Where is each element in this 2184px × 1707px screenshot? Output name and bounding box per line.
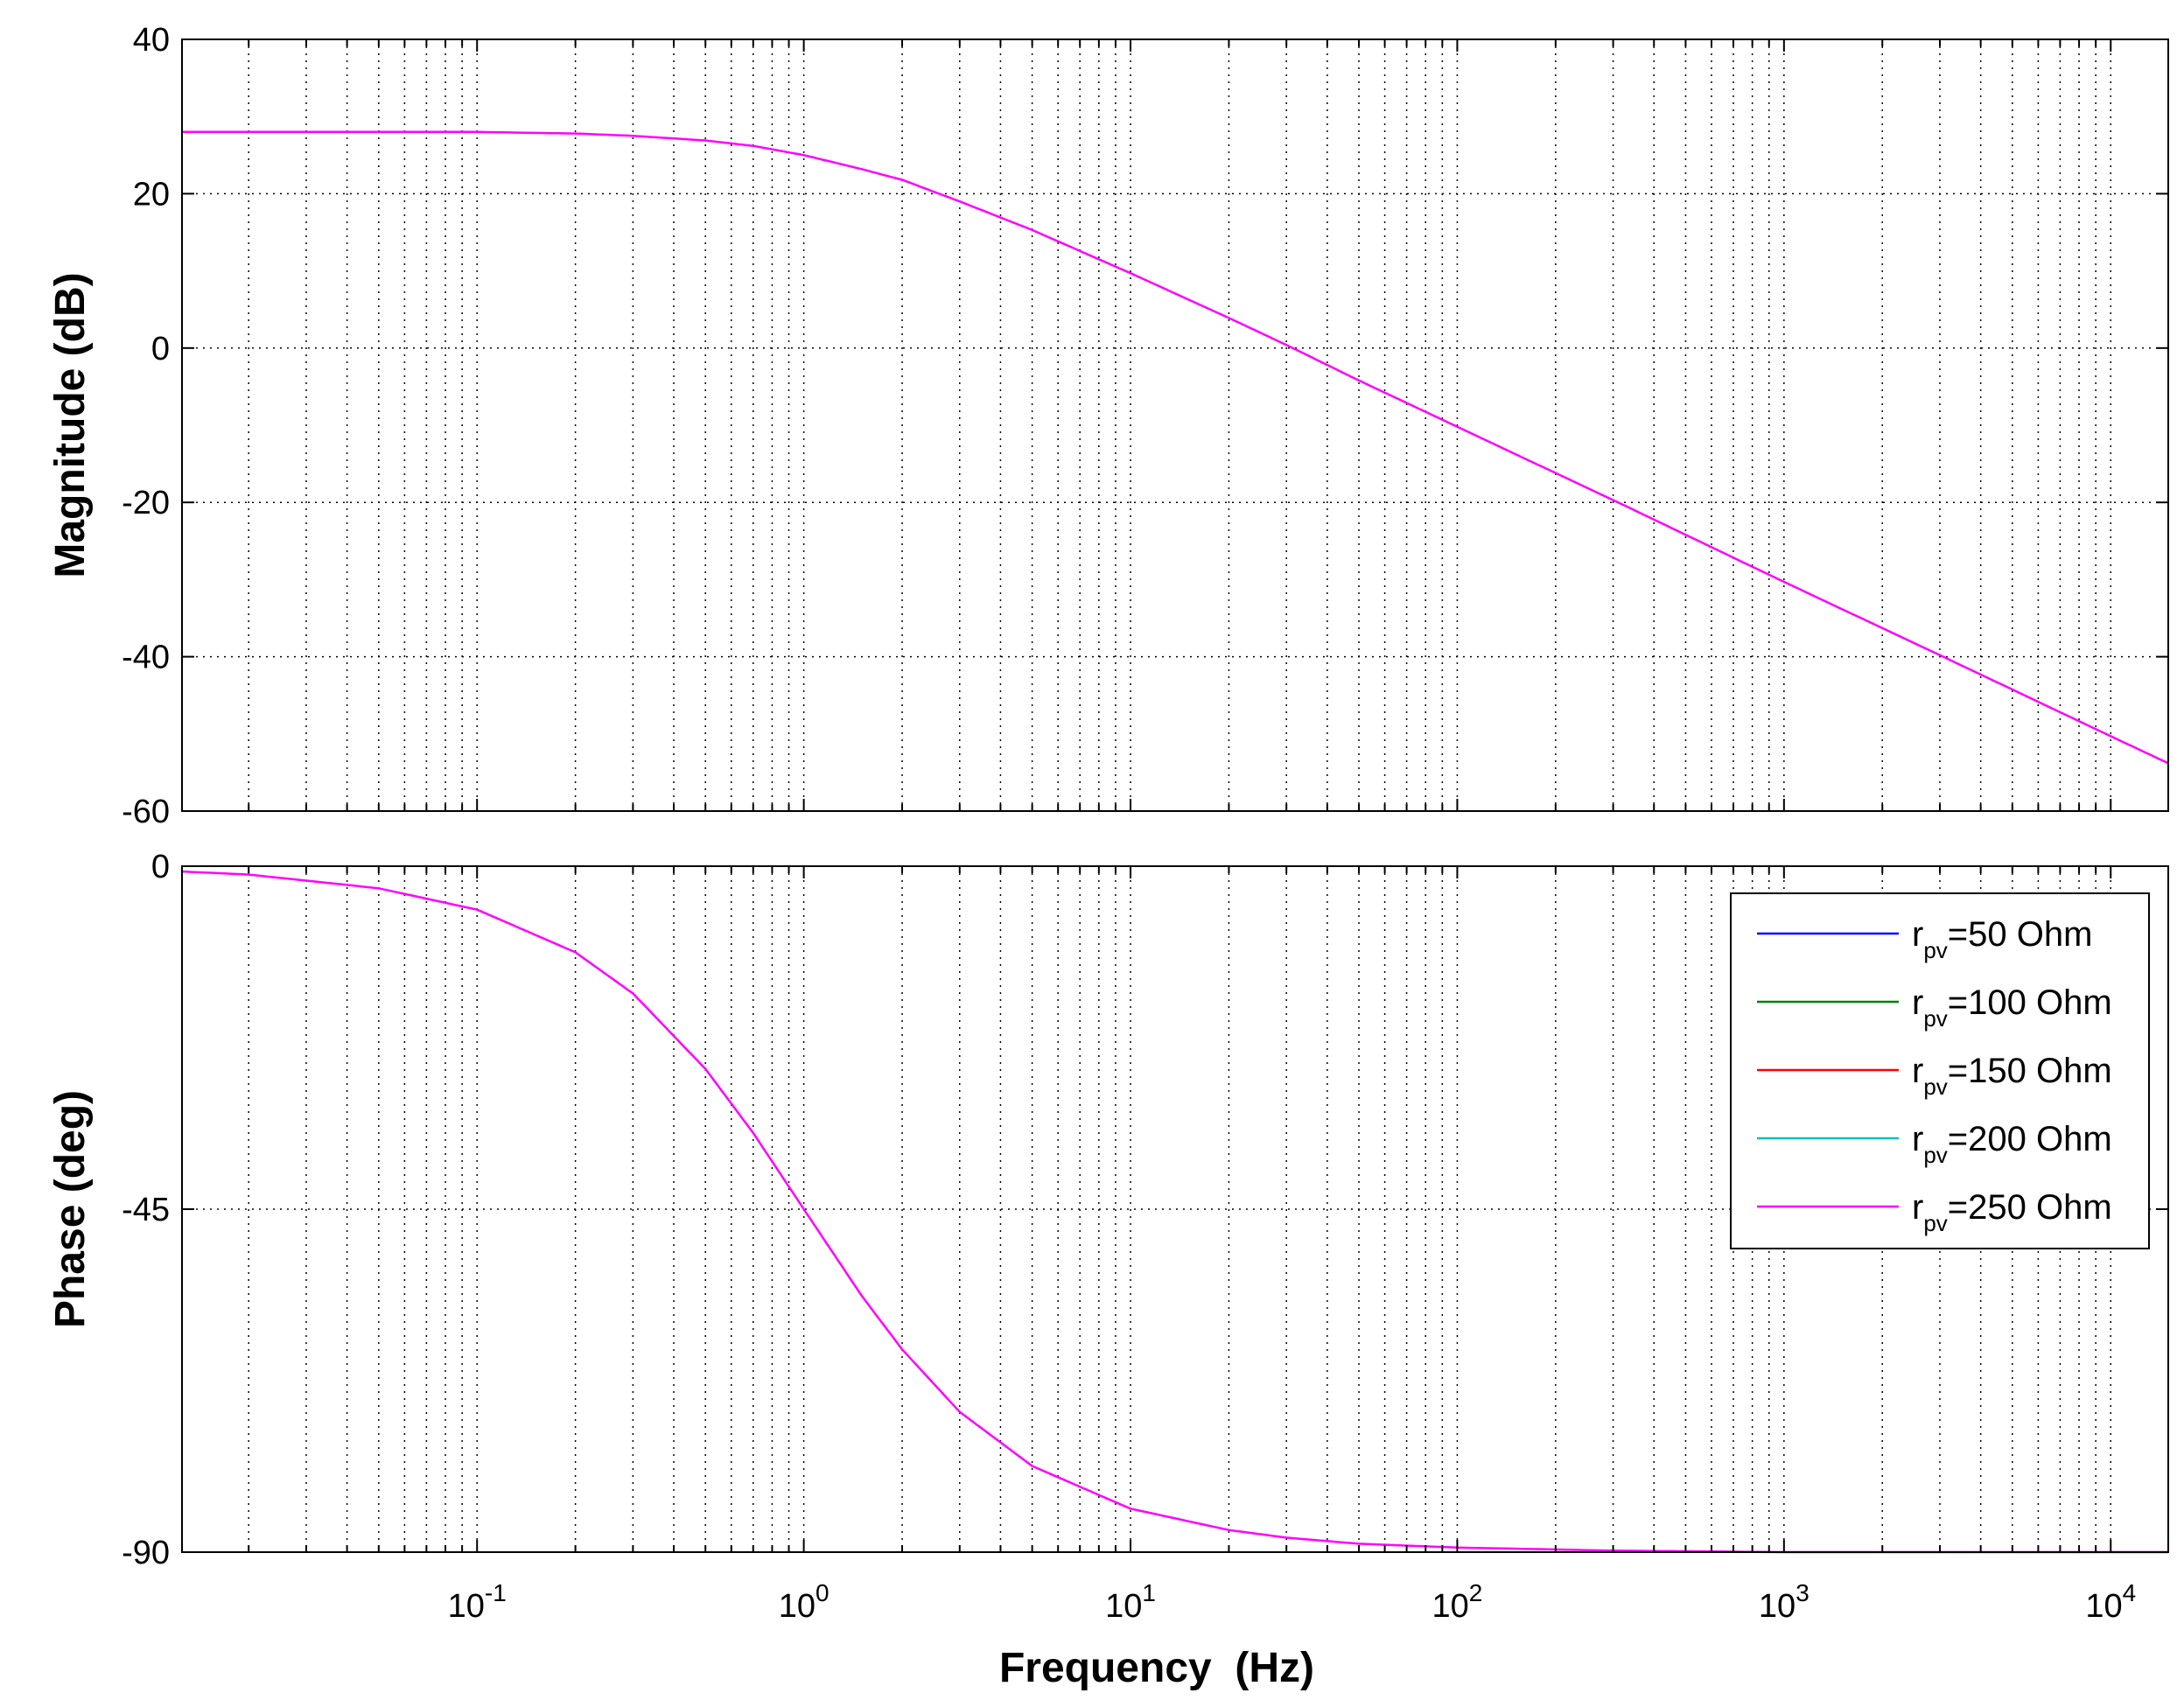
legend-entry-label: rpv=50 Ohm — [1912, 915, 2092, 963]
magnitude-series-line — [182, 130, 2169, 765]
phase-ytick-label: -90 — [122, 1535, 170, 1571]
legend-entry-label: rpv=100 Ohm — [1912, 983, 2112, 1032]
x-tick-labels: 10-1 100 101 102 103 104 — [448, 1579, 2137, 1625]
magnitude-plot-area — [182, 39, 2168, 811]
phase-ticks: 0 -45 -90 — [122, 849, 2168, 1571]
magnitude-ticks: 40 20 0 -20 -40 -60 — [122, 22, 2168, 830]
phase-ylabel: Phase (deg) — [47, 1090, 94, 1328]
legend-entry-label: rpv=250 Ohm — [1912, 1188, 2112, 1236]
legend-items: rpv=50 Ohm rpv=100 Ohm rpv=150 Ohm rpv=200 … — [1757, 915, 2112, 1236]
phase-ytick-label: -45 — [122, 1192, 170, 1228]
x-axis-label: Frequency (Hz) — [999, 1645, 1314, 1691]
magnitude-ylabel: Magnitude (dB) — [47, 272, 94, 577]
magnitude-grid — [182, 38, 2168, 812]
magnitude-ytick-label: -40 — [122, 640, 170, 676]
phase-ytick-label: 0 — [151, 849, 170, 885]
magnitude-ytick-label: 0 — [151, 331, 170, 367]
magnitude-series — [182, 130, 2169, 765]
x-tick-label: 101 — [1105, 1579, 1156, 1625]
legend: rpv=50 Ohm rpv=100 Ohm rpv=150 Ohm rpv=200 … — [1730, 892, 2150, 1249]
x-tick-label: 10-1 — [448, 1579, 507, 1625]
legend-entry-label: rpv=150 Ohm — [1912, 1052, 2112, 1100]
magnitude-panel: 40 20 0 -20 -40 -60 Magnitude (dB) — [47, 22, 2169, 830]
x-tick-label: 103 — [1759, 1579, 1810, 1625]
phase-series-line — [181, 870, 2168, 1554]
magnitude-ytick-label: 20 — [133, 176, 170, 213]
phase-panel: 0 -45 -90 Phase (deg) rpv=50 Ohm rpv=100 Oh… — [47, 849, 2169, 1571]
magnitude-ytick-label: -60 — [122, 794, 170, 830]
x-tick-label: 100 — [779, 1579, 830, 1625]
x-tick-label: 104 — [2085, 1579, 2136, 1625]
magnitude-ytick-label: 40 — [133, 22, 170, 59]
legend-entry-label: rpv=200 Ohm — [1912, 1120, 2112, 1168]
phase-series — [181, 870, 2168, 1554]
magnitude-axes-box — [181, 38, 2169, 812]
magnitude-ytick-label: -20 — [122, 485, 170, 521]
x-tick-label: 102 — [1432, 1579, 1483, 1625]
